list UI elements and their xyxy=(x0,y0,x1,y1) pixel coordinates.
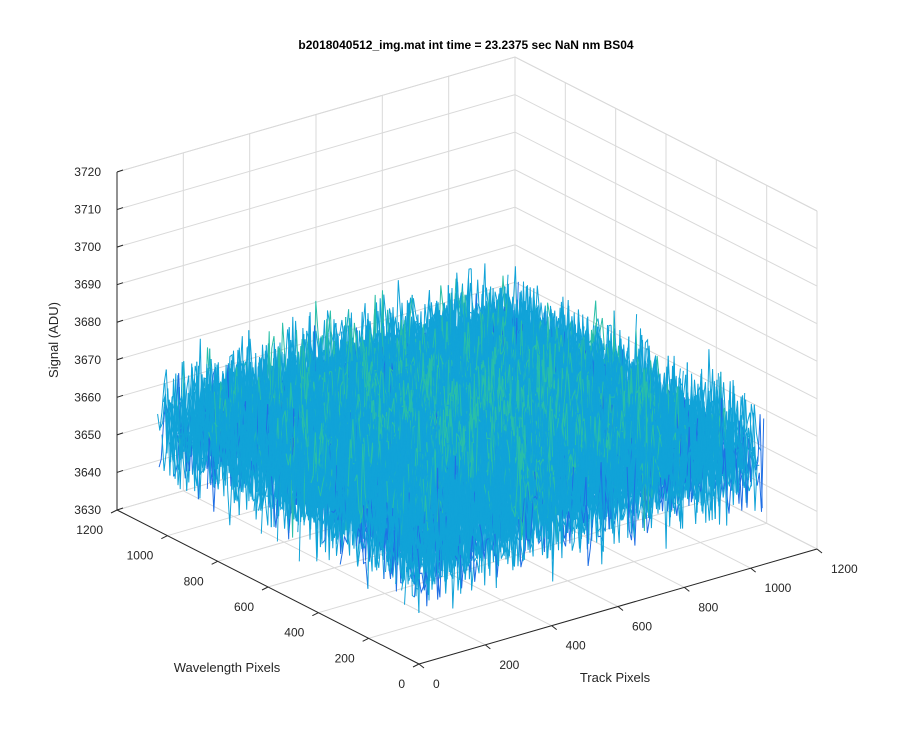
chart-title: b2018040512_img.mat int time = 23.2375 s… xyxy=(298,38,634,52)
grid-line xyxy=(116,56,818,212)
surface-segment xyxy=(255,458,265,496)
grid-line xyxy=(116,169,818,325)
surface-segment xyxy=(198,400,208,473)
surface-segment xyxy=(179,389,189,436)
surface-segment xyxy=(176,402,186,479)
surface-segment xyxy=(227,385,237,466)
surface-segment xyxy=(265,430,275,507)
surface-segment xyxy=(195,374,205,462)
surface-segment xyxy=(266,453,277,478)
surface-segment xyxy=(246,411,256,502)
surface-segment xyxy=(241,437,252,510)
surface-segment xyxy=(212,416,223,470)
grid-line xyxy=(116,244,818,400)
surface-segment xyxy=(244,431,255,452)
surface-segment xyxy=(165,399,176,463)
surface-mesh xyxy=(157,263,765,613)
surface-segment xyxy=(190,376,201,499)
surface-segment xyxy=(157,369,167,431)
surface-segment xyxy=(206,436,217,512)
surface-segment xyxy=(187,378,198,440)
surface-segment xyxy=(236,414,246,493)
grid-line xyxy=(116,206,818,362)
surface-segment xyxy=(214,411,224,470)
grid-line xyxy=(116,56,818,212)
grid-line xyxy=(116,94,818,250)
surface-segment xyxy=(170,417,180,479)
grid-line xyxy=(116,131,818,287)
